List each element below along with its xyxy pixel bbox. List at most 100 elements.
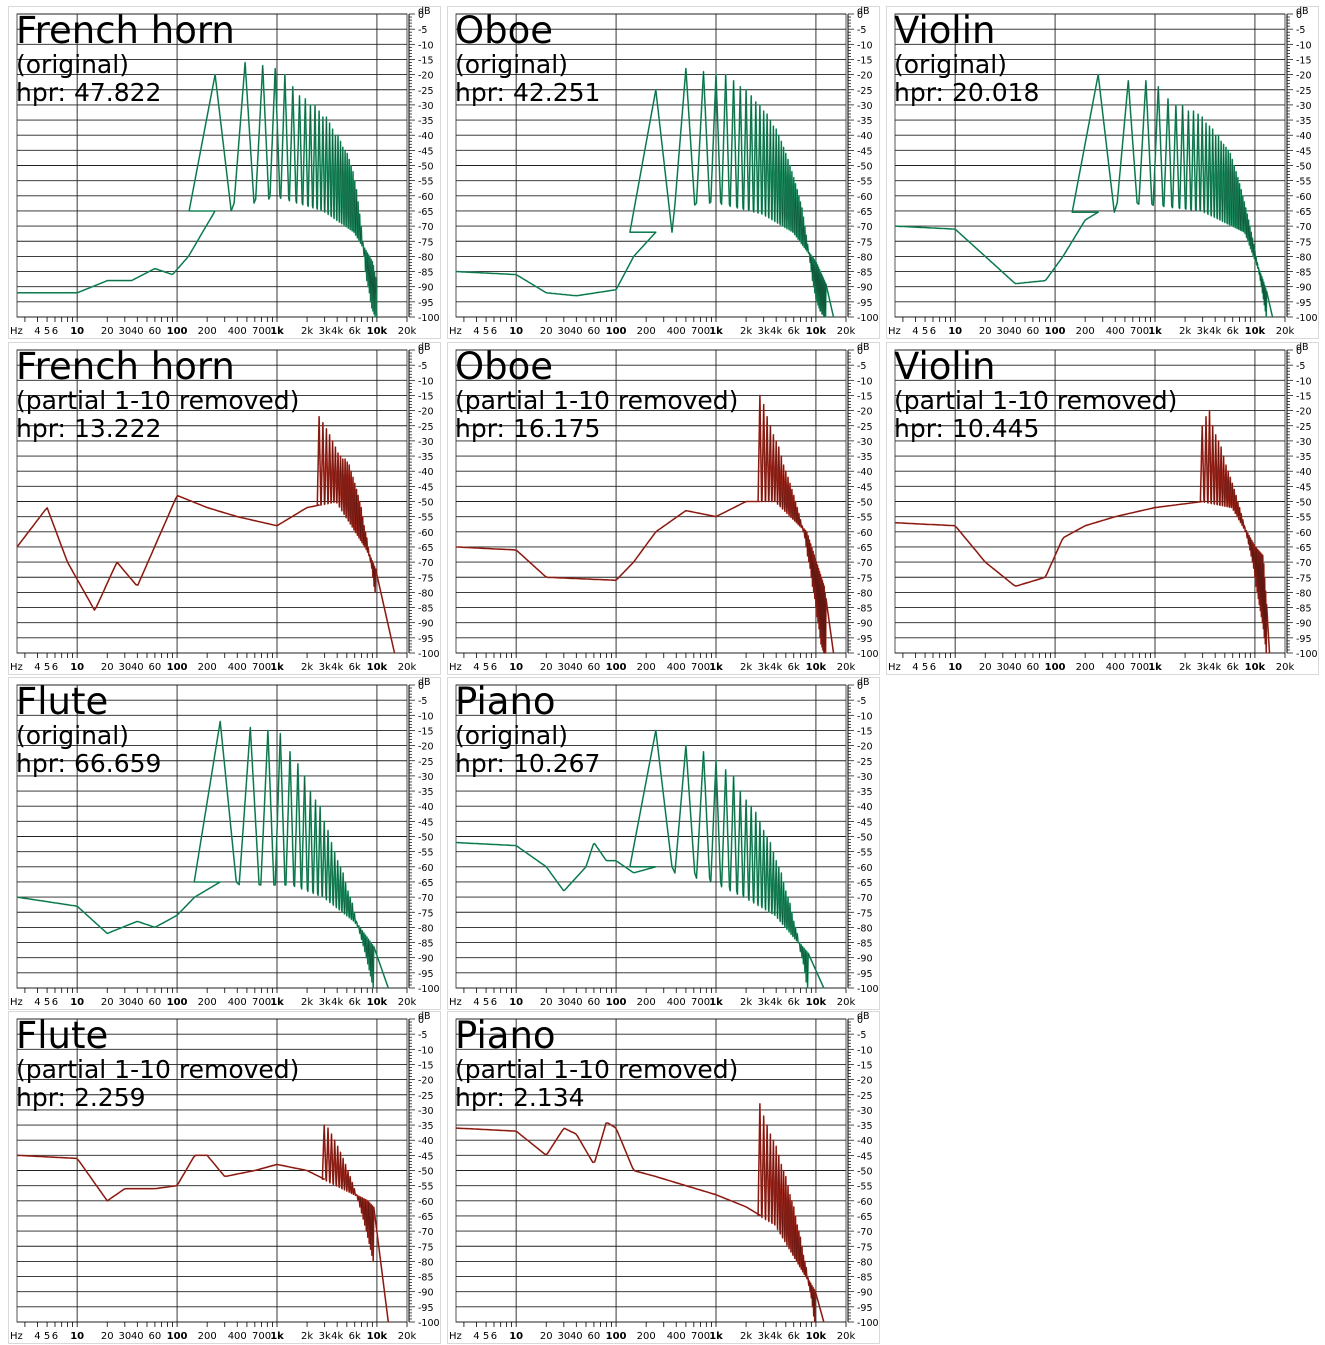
y-tick-label: -75 [1296,573,1312,584]
y-tick-label: 0 [857,1015,863,1026]
y-tick-label: -60 [1296,528,1312,539]
spectrum-chart: 0 -5 -10 -15 -20 -25 -30 -35 -40 -45 -50 -55 -60 -65 -… [447,6,880,339]
x-tick-label: 10 [70,326,84,337]
x-tick-label: 200 [198,326,217,337]
x-tick-label: 40 [131,662,144,673]
x-tick-label: 10k [806,997,827,1008]
y-tick-label: -95 [1296,634,1312,645]
x-tick-label: 3k [758,326,770,337]
x-tick-label: 40 [570,662,583,673]
x-tick-label: 10k [367,662,388,673]
y-tick-label: -75 [418,573,434,584]
y-tick-label: -35 [857,452,873,463]
y-tick-label: -65 [1296,543,1312,554]
x-tick-label: 4 [912,326,918,337]
y-tick-label: -65 [857,543,873,554]
y-tick-label: -95 [857,969,873,980]
y-tick-label: -50 [1296,498,1312,509]
x-tick-label: 60 [588,662,601,673]
x-tick-label: 40 [1009,662,1022,673]
x-tick-label: 40 [131,326,144,337]
x-tick-label: 200 [637,326,656,337]
x-tick-label: 30 [996,326,1009,337]
y-tick-label: -25 [418,757,434,768]
y-tick-label: -5 [418,696,427,707]
y-tick-label: -80 [418,923,434,934]
x-tick-label: 20k [398,662,417,673]
y-tick-label: -95 [857,298,873,309]
y-tick-label: -90 [418,283,434,294]
spectrum-chart: 0 -5 -10 -15 -20 -25 -30 -35 -40 -45 -50 -55 -60 -65 -… [447,677,880,1010]
y-tick-label: -50 [857,162,873,173]
x-tick-label: 100 [606,662,627,673]
x-tick-label: 6k [349,1331,361,1342]
y-tick-label: -80 [418,1257,434,1268]
y-tick-label: -70 [857,893,873,904]
y-tick-label: -75 [1296,237,1312,248]
x-tick-label: 700 [252,326,271,337]
x-tick-label: 4k [331,997,343,1008]
x-tick-label: 400 [1106,662,1125,673]
x-tick-label: 60 [1027,326,1040,337]
y-tick-label: -95 [418,1303,434,1314]
y-tick-label: -80 [857,923,873,934]
spectrum-panel: 0 -5 -10 -15 -20 -25 -30 -35 -40 -45 -50 -55 -60 -65 -… [8,6,441,339]
y-tick-label: -10 [857,711,873,722]
y-tick-label: -30 [418,1106,434,1117]
x-tick-label: 100 [1045,326,1066,337]
y-tick-label: -60 [857,192,873,203]
y-tick-label: -50 [857,498,873,509]
y-tick-label: -45 [418,146,434,157]
y-tick-label: -55 [857,513,873,524]
y-tick-label: -75 [857,237,873,248]
y-tick-label: -85 [857,1273,873,1284]
y-tick-label: -85 [418,268,434,279]
y-tick-label: -25 [418,422,434,433]
spectrum-chart: 0 -5 -10 -15 -20 -25 -30 -35 -40 -45 -50 -55 -60 -65 -… [886,6,1319,339]
x-tick-label: 2k [740,326,752,337]
x-tick-label: 200 [637,997,656,1008]
x-tick-label: 6k [349,326,361,337]
y-tick-label: -30 [418,772,434,783]
y-tick-label: -40 [857,467,873,478]
y-tick-label: -65 [857,207,873,218]
y-unit-label: dB [418,6,431,17]
y-unit-label: dB [857,6,870,17]
y-tick-label: -30 [418,437,434,448]
x-tick-label: 5 [483,997,489,1008]
x-tick-label: 6k [788,1331,800,1342]
y-tick-label: -40 [418,467,434,478]
y-tick-label: -75 [418,1242,434,1253]
y-tick-label: -55 [857,177,873,188]
y-tick-label: -85 [418,604,434,615]
x-tick-label: 200 [198,1331,217,1342]
x-tick-label: 40 [131,1331,144,1342]
x-tick-label: 20k [837,326,856,337]
y-unit-label: dB [1296,6,1309,17]
y-tick-label: -35 [418,452,434,463]
y-tick-label: -15 [857,55,873,66]
x-unit-label: Hz [449,326,462,337]
y-tick-label: -40 [1296,131,1312,142]
y-tick-label: -40 [857,131,873,142]
y-tick-label: -20 [857,742,873,753]
y-tick-label: -90 [857,954,873,965]
x-tick-label: 6k [788,997,800,1008]
x-unit-label: Hz [10,997,23,1008]
y-tick-label: -45 [857,1151,873,1162]
y-tick-label: -25 [857,1091,873,1102]
y-tick-label: 0 [857,10,863,21]
x-tick-label: 6 [491,997,497,1008]
y-unit-label: dB [857,1011,870,1022]
y-tick-label: -75 [418,908,434,919]
y-tick-label: -95 [857,1303,873,1314]
y-tick-label: -15 [1296,55,1312,66]
x-tick-label: 40 [1009,326,1022,337]
x-tick-label: 700 [252,1331,271,1342]
y-tick-label: -45 [857,817,873,828]
x-tick-label: 6k [1227,326,1239,337]
y-tick-label: -60 [418,528,434,539]
y-tick-label: -10 [1296,40,1312,51]
x-tick-label: 6k [788,326,800,337]
x-tick-label: 6k [1227,662,1239,673]
